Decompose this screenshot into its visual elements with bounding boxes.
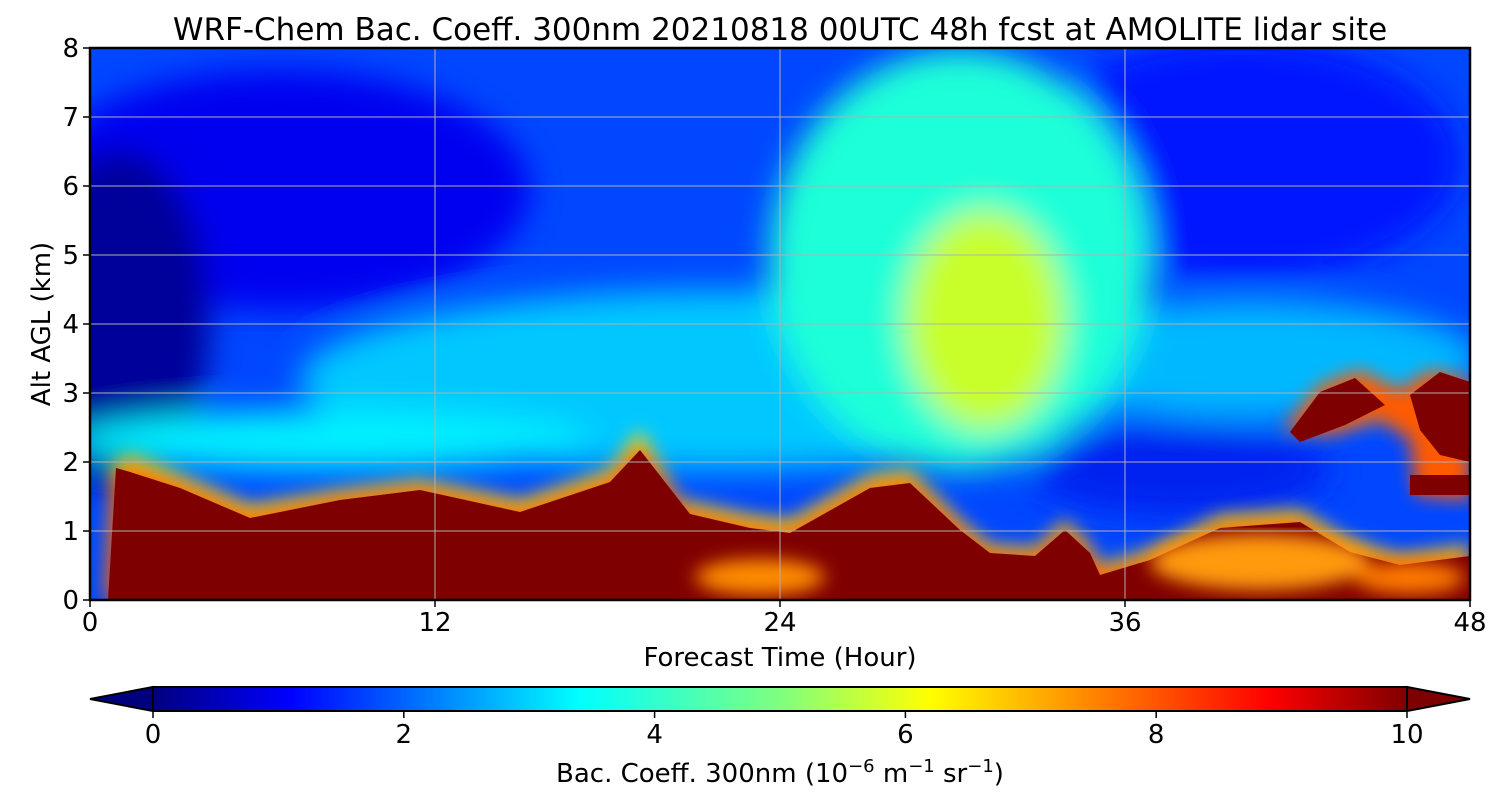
colorbar-ticks: 0 2 4 6 8 10 xyxy=(145,711,1424,750)
elevated-layer-core-b xyxy=(1410,372,1470,462)
colorbar-tick-label: 2 xyxy=(396,720,413,750)
colorbar-tick-label: 0 xyxy=(145,720,162,750)
y-axis: 0 1 2 3 4 5 6 7 8 xyxy=(62,34,90,616)
x-tick-label: 0 xyxy=(82,608,99,638)
y-tick-label: 8 xyxy=(62,34,79,64)
colorbar-min-extension xyxy=(89,685,154,713)
y-tick-label: 2 xyxy=(62,448,79,478)
colorbar: 0 2 4 6 8 10 Bac. Coeff. 300nm (10−6 m−1 sr−1… xyxy=(89,685,1471,789)
colorbar-max-extension xyxy=(1406,685,1471,713)
chart-title: WRF-Chem Bac. Coeff. 300nm 20210818 00UT… xyxy=(173,12,1387,48)
colorbar-tick-label: 8 xyxy=(1148,720,1165,750)
lower-right-low-region xyxy=(1030,425,1330,515)
y-axis-label: Alt AGL (km) xyxy=(27,242,57,406)
x-tick-label: 48 xyxy=(1453,608,1486,638)
y-tick-label: 4 xyxy=(62,310,79,340)
surface-lower-values-a xyxy=(695,559,825,595)
x-tick-label: 36 xyxy=(1108,608,1141,638)
colorbar-label: Bac. Coeff. 300nm (10−6 m−1 sr−1) xyxy=(556,756,1004,789)
x-tick-label: 12 xyxy=(418,608,451,638)
lower-cyan-region xyxy=(90,410,590,470)
y-tick-label: 6 xyxy=(62,172,79,202)
y-tick-label: 5 xyxy=(62,241,79,271)
x-axis-label: Forecast Time (Hour) xyxy=(643,643,916,673)
y-tick-label: 7 xyxy=(62,103,79,133)
colorbar-gradient xyxy=(152,686,1408,712)
colorbar-tick-label: 4 xyxy=(646,720,663,750)
colorbar-tick-label: 6 xyxy=(897,720,914,750)
elevated-layer-core-a xyxy=(1290,378,1385,442)
elevated-layer-core-c xyxy=(1410,475,1470,495)
plume-core-region xyxy=(905,210,1065,430)
x-tick-label: 24 xyxy=(763,608,796,638)
grid-lines xyxy=(90,48,1470,600)
x-axis: 0 12 24 36 48 xyxy=(82,600,1487,638)
y-tick-label: 0 xyxy=(62,586,79,616)
colorbar-tick-label: 10 xyxy=(1390,720,1423,750)
left-low-region xyxy=(90,150,210,490)
plot-area xyxy=(90,48,1470,600)
colorbar-label-exponent: −6 xyxy=(848,756,875,777)
y-tick-label: 1 xyxy=(62,517,79,547)
y-tick-label: 3 xyxy=(62,379,79,409)
heatmap-field xyxy=(90,48,1470,600)
surface-lower-values-c xyxy=(1355,562,1465,594)
surface-lower-values-b xyxy=(1150,534,1370,590)
